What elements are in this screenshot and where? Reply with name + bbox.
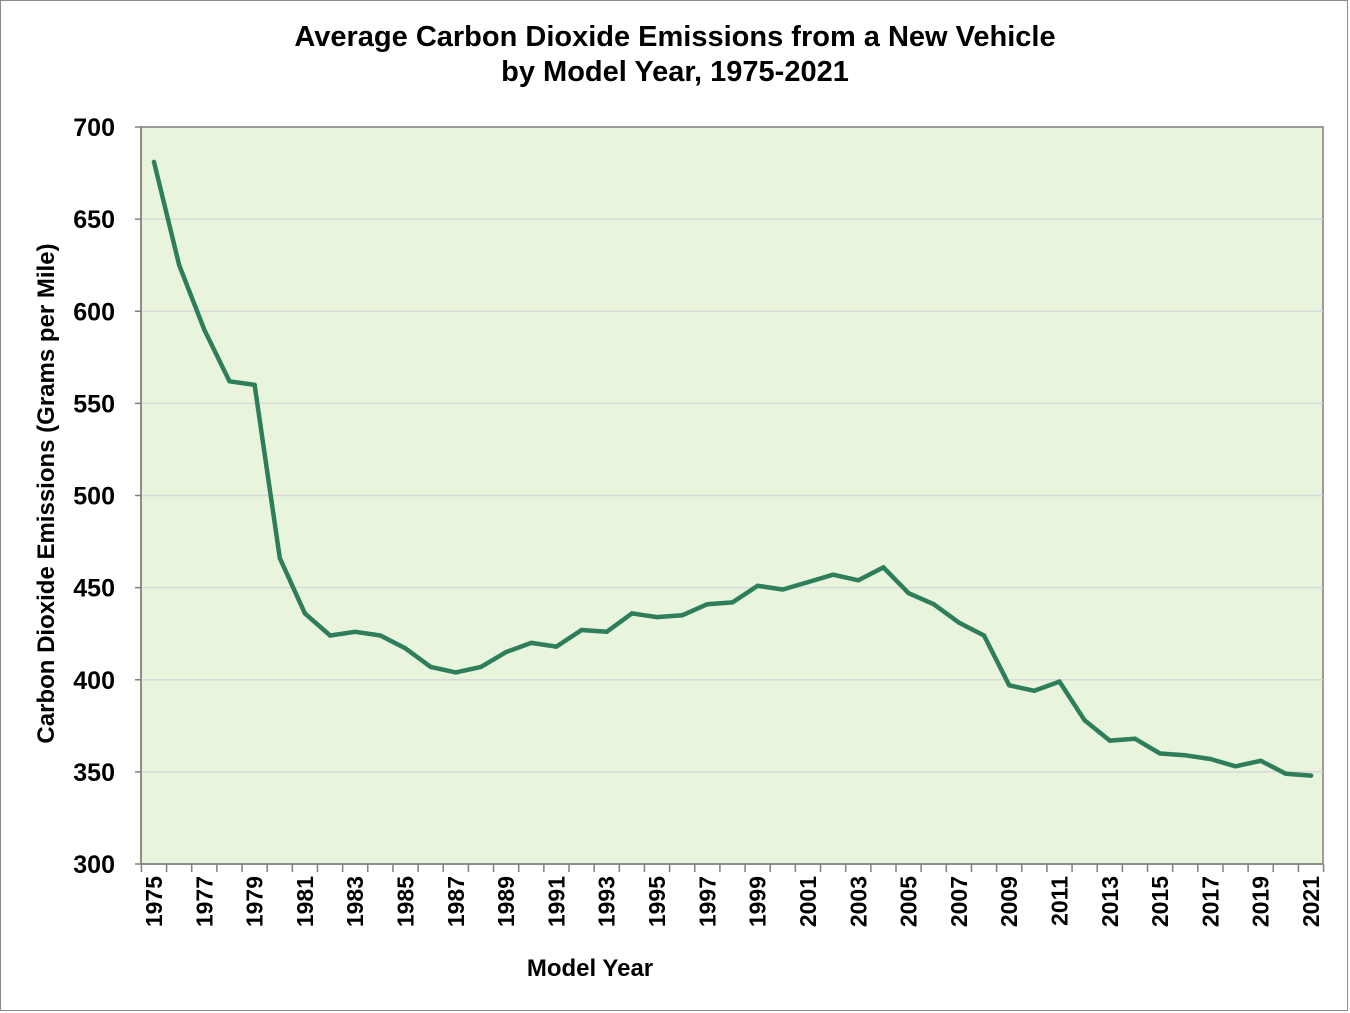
y-tick-label-550: 550 bbox=[73, 390, 115, 418]
data-point-2004 bbox=[881, 565, 886, 570]
chart-title-line1: Average Carbon Dioxide Emissions from a … bbox=[294, 21, 1056, 53]
x-tick-label-1979: 1979 bbox=[242, 876, 268, 927]
data-point-2010 bbox=[1032, 688, 1037, 694]
x-tick-label-2009: 2009 bbox=[996, 876, 1022, 927]
data-point-2001 bbox=[805, 579, 811, 585]
data-point-2016 bbox=[1183, 753, 1188, 758]
data-point-2008 bbox=[981, 633, 987, 638]
x-tick-label-1993: 1993 bbox=[594, 876, 620, 927]
x-tick-label-2015: 2015 bbox=[1147, 876, 1173, 927]
x-tick-label-1997: 1997 bbox=[694, 876, 720, 927]
data-point-1992 bbox=[579, 627, 584, 633]
data-point-2017 bbox=[1208, 756, 1213, 762]
y-tick-label-650: 650 bbox=[73, 206, 115, 234]
data-point-1976 bbox=[176, 262, 182, 268]
x-tick-label-1985: 1985 bbox=[393, 876, 419, 927]
y-tick-label-400: 400 bbox=[73, 667, 115, 695]
data-point-1980 bbox=[277, 555, 282, 561]
x-tick-label-1983: 1983 bbox=[342, 876, 368, 927]
data-point-2015 bbox=[1157, 751, 1163, 756]
x-tick-label-1995: 1995 bbox=[644, 876, 670, 927]
y-tick-label-700: 700 bbox=[73, 114, 115, 142]
data-point-1990 bbox=[529, 640, 534, 646]
x-tick-label-2011: 2011 bbox=[1046, 876, 1072, 926]
x-axis-ticks: 1975 1977 1979 1981 1983 1985 1987 1989 1991 1993… bbox=[140, 864, 1325, 927]
y-tick-label-450: 450 bbox=[73, 575, 115, 603]
data-point-2021 bbox=[1308, 773, 1314, 778]
data-point-1994 bbox=[629, 611, 635, 616]
data-point-2013 bbox=[1107, 738, 1112, 743]
data-point-2009 bbox=[1006, 683, 1012, 688]
x-tick-label-1981: 1981 bbox=[292, 876, 318, 927]
data-point-1987 bbox=[453, 670, 459, 675]
y-tick-label-500: 500 bbox=[73, 483, 115, 511]
data-point-2012 bbox=[1082, 718, 1087, 723]
data-point-1975 bbox=[151, 159, 157, 165]
x-tick-label-2017: 2017 bbox=[1197, 876, 1223, 927]
data-point-1998 bbox=[730, 600, 735, 605]
y-axis-ticks: 300 350 400 450 500 550 600 650 700 bbox=[73, 114, 141, 879]
data-point-2014 bbox=[1132, 736, 1138, 741]
data-point-1996 bbox=[679, 613, 685, 618]
data-point-1982 bbox=[327, 633, 333, 638]
data-point-2020 bbox=[1283, 771, 1289, 776]
data-point-1981 bbox=[302, 611, 308, 616]
x-tick-label-2019: 2019 bbox=[1248, 876, 1274, 927]
x-tick-label-1999: 1999 bbox=[745, 876, 771, 927]
y-axis-label: Carbon Dioxide Emissions (Grams per Mile… bbox=[33, 243, 60, 743]
x-tick-label-1989: 1989 bbox=[493, 876, 519, 927]
x-tick-label-1977: 1977 bbox=[191, 876, 217, 927]
x-axis-label: Model Year bbox=[527, 955, 653, 982]
data-point-1986 bbox=[428, 664, 433, 670]
data-point-1995 bbox=[654, 614, 660, 620]
y-tick-label-600: 600 bbox=[73, 298, 115, 326]
data-point-1993 bbox=[604, 629, 609, 635]
data-point-1979 bbox=[252, 382, 257, 388]
data-point-2000 bbox=[780, 587, 786, 592]
x-tick-label-2005: 2005 bbox=[896, 876, 922, 927]
data-point-2019 bbox=[1258, 758, 1263, 764]
x-tick-label-2013: 2013 bbox=[1097, 876, 1123, 927]
chart-title-line2: by Model Year, 1975-2021 bbox=[501, 56, 849, 88]
chart-title: Average Carbon Dioxide Emissions from a … bbox=[0, 20, 1350, 90]
data-point-1988 bbox=[478, 664, 484, 670]
data-point-1983 bbox=[353, 629, 358, 635]
gridlines bbox=[141, 218, 1323, 773]
x-tick-label-1991: 1991 bbox=[543, 876, 569, 927]
data-point-1991 bbox=[554, 644, 559, 649]
y-tick-label-350: 350 bbox=[73, 759, 115, 787]
data-point-2002 bbox=[830, 572, 836, 577]
x-tick-label-2001: 2001 bbox=[795, 876, 821, 927]
x-tick-label-1987: 1987 bbox=[443, 876, 469, 927]
data-point-2007 bbox=[956, 620, 962, 625]
x-tick-label-2007: 2007 bbox=[946, 876, 972, 927]
data-point-2006 bbox=[931, 602, 936, 607]
data-point-1977 bbox=[202, 327, 207, 332]
x-tick-label-2003: 2003 bbox=[845, 876, 871, 927]
data-point-1984 bbox=[378, 633, 383, 638]
x-tick-label-1975: 1975 bbox=[141, 876, 167, 927]
data-point-1989 bbox=[503, 649, 509, 655]
data-point-2011 bbox=[1057, 679, 1062, 684]
y-tick-label-300: 300 bbox=[73, 851, 115, 879]
data-points bbox=[151, 159, 1314, 778]
data-point-1999 bbox=[755, 583, 760, 588]
x-tick-label-2021: 2021 bbox=[1298, 876, 1324, 927]
data-point-1985 bbox=[403, 646, 408, 651]
data-point-2018 bbox=[1233, 764, 1238, 769]
data-point-1997 bbox=[705, 602, 710, 607]
data-point-1978 bbox=[227, 379, 232, 384]
data-point-2003 bbox=[856, 578, 861, 583]
data-point-2005 bbox=[906, 590, 911, 596]
